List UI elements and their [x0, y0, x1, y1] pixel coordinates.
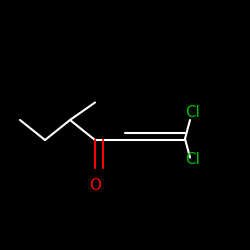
Text: Cl: Cl	[185, 105, 200, 120]
Text: Cl: Cl	[185, 152, 200, 168]
Text: O: O	[89, 178, 101, 192]
